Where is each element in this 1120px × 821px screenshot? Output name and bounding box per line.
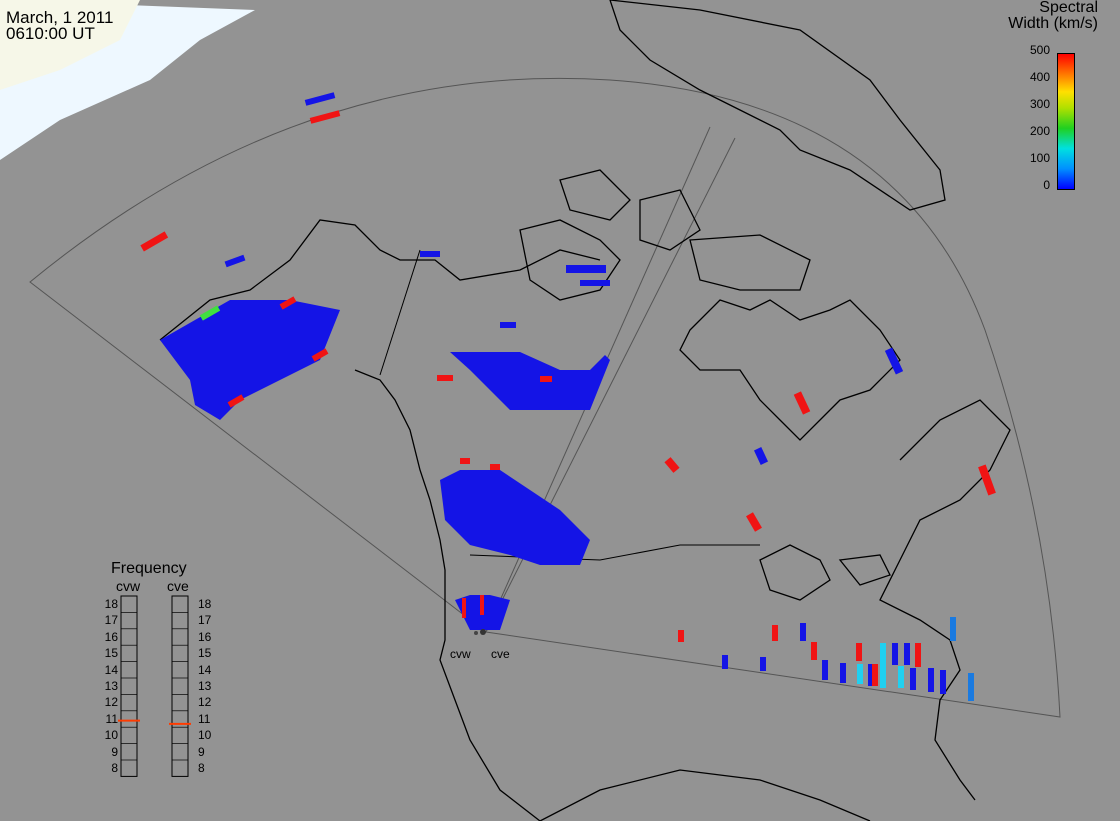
time-label: 0610:00 UT: [6, 24, 95, 43]
timestamp-header: March, 1 2011 0610:00 UT: [6, 8, 114, 43]
scatter-data: [140, 92, 996, 701]
frequency-tick-left: 12: [104, 695, 118, 710]
frequency-tick-right: 10: [198, 728, 212, 743]
frequency-tick-right: 14: [198, 662, 212, 677]
frequency-tick-left: 9: [111, 744, 118, 759]
frequency-column: [120, 595, 138, 777]
colorbar-title-line1: Spectral: [1039, 0, 1098, 16]
colorbar-tick: 200: [1029, 124, 1050, 138]
colorbar-tick: 500: [1029, 43, 1050, 57]
frequency-tick-right: 11: [198, 711, 211, 726]
frequency-tick-left: 11: [105, 711, 118, 726]
frequency-tick-right: 13: [198, 679, 212, 693]
frequency-tick-left: 13: [104, 679, 118, 693]
frequency-tick-left: 15: [104, 646, 118, 661]
frequency-label-cvw: cvw: [116, 578, 141, 594]
radar-label-cve: cve: [491, 647, 510, 661]
colorbar-tick: 400: [1029, 70, 1050, 84]
frequency-tick-right: 15: [198, 646, 212, 661]
frequency-tick-right: 16: [198, 629, 212, 644]
frequency-tick-right: 12: [198, 695, 212, 710]
colorbar: [1057, 53, 1075, 190]
frequency-tick-right: 18: [198, 597, 212, 611]
frequency-tick-left: 18: [104, 597, 118, 611]
frequency-title: Frequency: [111, 560, 187, 577]
date-label: March, 1 2011: [6, 8, 114, 27]
frequency-boxes: [118, 595, 191, 777]
radar-label-cvw: cvw: [450, 647, 471, 661]
frequency-column: [171, 595, 189, 777]
frequency-tick-left: 17: [104, 613, 118, 628]
colorbar-tick: 100: [1029, 151, 1050, 165]
coastlines: [159, 0, 1011, 821]
ice-region-2: [0, 0, 140, 90]
frequency-tick-left: 8: [111, 761, 118, 775]
frequency-label-cve: cve: [167, 578, 189, 594]
radar-site-cve: [480, 629, 486, 635]
colorbar-title: Spectral Width (km/s): [1008, 0, 1098, 32]
frequency-tick-left: 14: [104, 662, 118, 677]
colorbar-tick: 300: [1029, 97, 1050, 111]
colorbar-tick: 0: [1043, 178, 1050, 192]
frequency-tick-right: 9: [198, 744, 205, 759]
frequency-tick-right: 17: [198, 613, 212, 628]
radar-site-cvw: [474, 631, 478, 635]
frequency-tick-left: 10: [104, 728, 118, 743]
frequency-tick-left: 16: [104, 629, 118, 644]
colorbar-title-line2: Width (km/s): [1008, 15, 1098, 32]
frequency-tick-right: 8: [198, 761, 205, 775]
